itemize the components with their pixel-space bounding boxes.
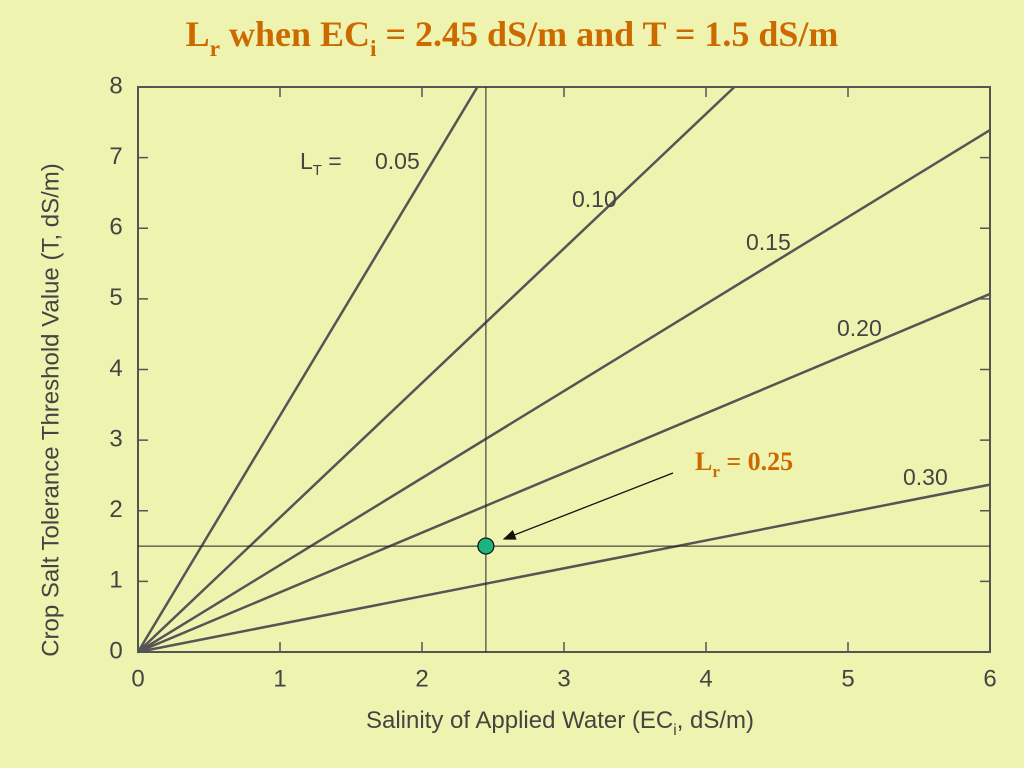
y-tick-label: 5 [109,284,122,311]
annotation: Lr = 0.25 [695,447,793,481]
annotation-part: = 0.25 [720,447,793,476]
series-label: 0.05 [375,148,420,174]
x-axis-label-part: i [673,722,676,739]
x-tick-label: 1 [273,665,286,692]
series-label-prefix: LT = [300,148,342,179]
x-axis-label-part: , dS/m) [677,707,754,734]
series-label: 0.20 [837,315,882,341]
y-tick-label: 7 [109,143,122,170]
series-line [136,86,479,653]
chart-title-part: i [370,36,377,62]
series-label: 0.30 [903,464,948,490]
series-label: 0.10 [572,186,617,212]
marker-point [477,537,495,555]
chart-title: Lr when ECi = 2.45 dS/m and T = 1.5 dS/m [186,14,839,62]
y-tick-label: 3 [109,425,122,452]
series-line [137,129,991,654]
series-line [137,86,736,653]
x-tick-label: 4 [699,665,712,692]
chart-title-part: when EC [220,14,370,54]
series-line [137,483,991,654]
x-tick-label: 5 [841,665,854,692]
series-label-prefix-part: = [322,148,342,174]
y-tick-label: 6 [109,214,122,241]
chart-title-part: r [210,36,220,62]
x-tick-label: 3 [557,665,570,692]
annotation-part: L [695,447,712,476]
x-tick-label: 0 [131,665,144,692]
chart-title-part: = 2.45 dS/m and T = 1.5 dS/m [377,14,839,54]
annotation-part: r [712,462,720,481]
series-label-prefix-part: T [313,162,322,179]
x-tick-label: 2 [415,665,428,692]
series-line [137,292,991,654]
y-tick-label: 4 [109,355,122,382]
y-axis-label: Crop Salt Tolerance Threshold Value (T, … [37,163,64,657]
annotation-arrow [502,472,674,540]
y-tick-label: 0 [109,637,122,664]
x-axis-label: Salinity of Applied Water (ECi, dS/m) [366,707,754,738]
y-tick-label: 1 [109,567,122,594]
series-label: 0.15 [746,229,791,255]
y-tick-label: 8 [109,72,122,99]
series-label-prefix-part: L [300,148,313,174]
y-tick-label: 2 [109,496,122,523]
x-axis-label-part: Salinity of Applied Water (EC [366,707,673,734]
chart-title-part: L [186,14,210,54]
x-tick-label: 6 [983,665,996,692]
